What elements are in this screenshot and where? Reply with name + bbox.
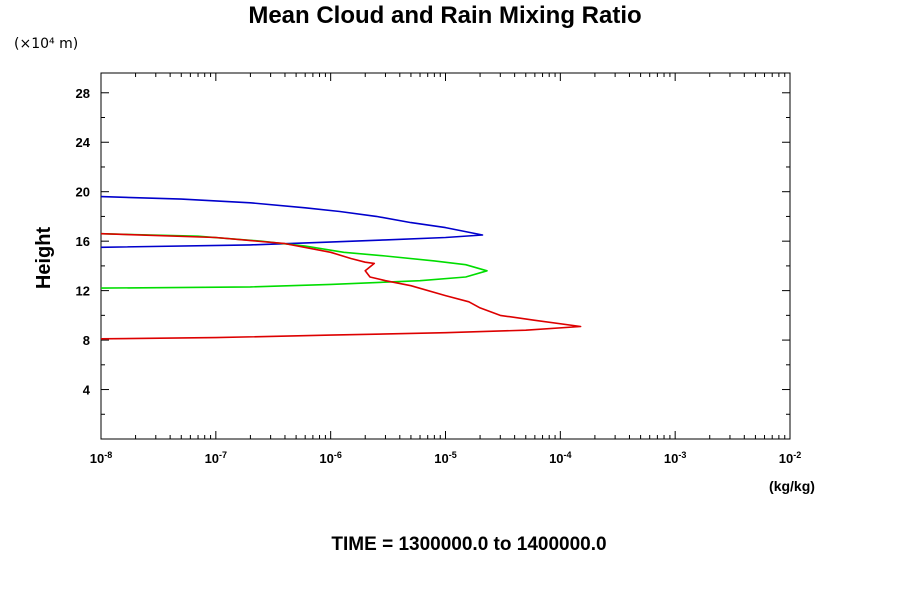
y-tick-label: 12 (76, 284, 90, 299)
y-tick-label: 20 (76, 185, 90, 200)
y-scale-label: (×10⁴ m) (14, 36, 78, 52)
y-axis-label: Height (33, 227, 55, 290)
y-tick-label: 4 (83, 383, 91, 398)
x-tick-label: 10-8 (90, 450, 112, 466)
plot-frame (100, 72, 791, 440)
series-line-3 (100, 232, 582, 340)
y-tick-label: 28 (76, 86, 90, 101)
x-tick-label: 10-2 (779, 450, 801, 466)
axis-ticks (100, 73, 791, 439)
y-tick-labels: 4 8 12 16 20 24 28 (76, 86, 91, 398)
series-line-1 (100, 195, 484, 249)
x-tick-label: 10-3 (664, 450, 686, 466)
x-tick-label: 10-5 (434, 450, 456, 466)
time-range-footer: TIME = 1300000.0 to 1400000.0 (331, 534, 606, 555)
series-lines (100, 195, 582, 340)
series-line-2 (100, 232, 488, 289)
x-tick-label: 10-7 (205, 450, 227, 466)
x-axis-unit-label: (kg/kg) (769, 478, 815, 494)
y-tick-label: 8 (83, 333, 90, 348)
y-tick-label: 24 (76, 135, 91, 150)
chart-title: Mean Cloud and Rain Mixing Ratio (248, 2, 641, 29)
y-tick-label: 16 (76, 234, 90, 249)
x-tick-label: 10-6 (319, 450, 341, 466)
x-tick-label: 10-4 (549, 450, 571, 466)
x-tick-labels: 10-8 10-7 10-6 10-5 10-4 10-3 10-2 (90, 450, 801, 466)
